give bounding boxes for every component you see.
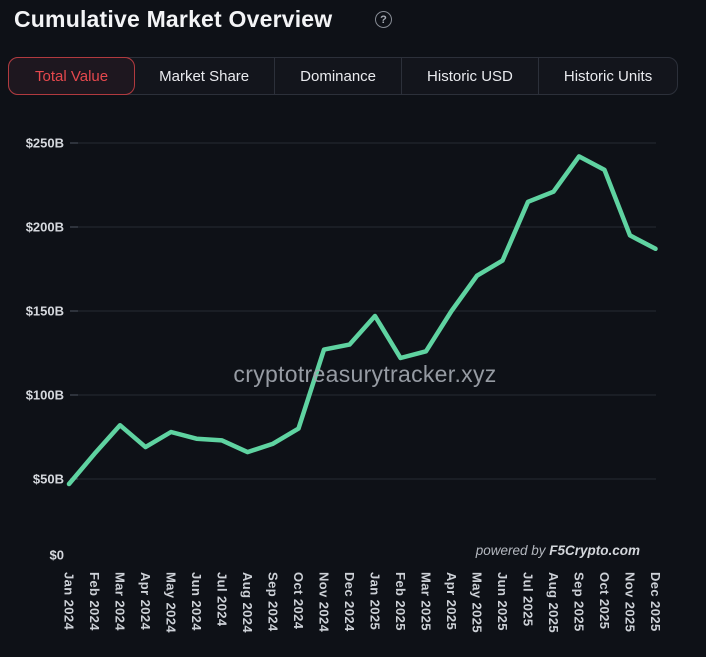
x-axis-label: May 2025	[470, 572, 485, 633]
x-axis-label: Apr 2025	[444, 572, 459, 630]
tab-historic-usd[interactable]: Historic USD	[401, 58, 538, 94]
tab-bar: Total Value Market Share Dominance Historic…	[8, 57, 679, 95]
y-axis-label: $200B	[26, 220, 64, 235]
x-axis-label: Jan 2025	[368, 572, 383, 630]
x-axis-label: Nov 2025	[623, 572, 638, 632]
y-axis-label: $100B	[26, 388, 64, 403]
x-axis-label: Dec 2025	[648, 572, 663, 632]
y-axis-label: $0	[50, 548, 64, 563]
y-axis-label: $250B	[26, 136, 64, 151]
x-axis-label: Jun 2024	[189, 572, 204, 631]
y-axis-label: $50B	[33, 472, 64, 487]
x-axis-label: Sep 2024	[266, 572, 281, 632]
x-axis-label: Apr 2024	[138, 572, 153, 630]
x-axis-label: Jul 2024	[215, 572, 230, 627]
total-value-line-series	[66, 154, 658, 487]
help-icon[interactable]: ?	[375, 11, 392, 28]
tab-dominance[interactable]: Dominance	[274, 58, 401, 94]
y-axis-label: $150B	[26, 304, 64, 319]
x-axis-label: Jul 2025	[521, 572, 536, 627]
x-axis-label: Feb 2024	[87, 572, 102, 631]
tab-market-share[interactable]: Market Share	[134, 58, 274, 94]
x-axis-label: Oct 2024	[291, 572, 306, 630]
powered-by-credit: powered by F5Crypto.com	[476, 543, 640, 558]
x-axis-label: Jan 2024	[62, 572, 77, 631]
x-axis-label: Dec 2024	[342, 572, 357, 632]
watermark: cryptotreasurytracker.xyz	[233, 361, 497, 387]
page-title: Cumulative Market Overview	[14, 6, 333, 32]
tab-historic-units[interactable]: Historic Units	[537, 58, 677, 94]
credit-prefix: powered by	[475, 543, 550, 558]
tab-total-value[interactable]: Total Value	[8, 57, 136, 95]
x-axis-label: Aug 2025	[546, 572, 561, 633]
x-axis-label: May 2024	[164, 572, 179, 633]
x-axis-label: Oct 2025	[597, 572, 612, 629]
credit-brand: F5Crypto.com	[549, 543, 640, 558]
x-axis-label: Nov 2024	[317, 572, 332, 633]
x-axis-label: Sep 2025	[572, 572, 587, 632]
x-axis-label: Jun 2025	[495, 572, 510, 631]
x-axis-label: Aug 2024	[240, 572, 255, 633]
x-axis-label: Mar 2024	[113, 572, 128, 631]
x-axis-label: Feb 2025	[393, 572, 408, 631]
x-axis-label: Mar 2025	[419, 572, 434, 631]
